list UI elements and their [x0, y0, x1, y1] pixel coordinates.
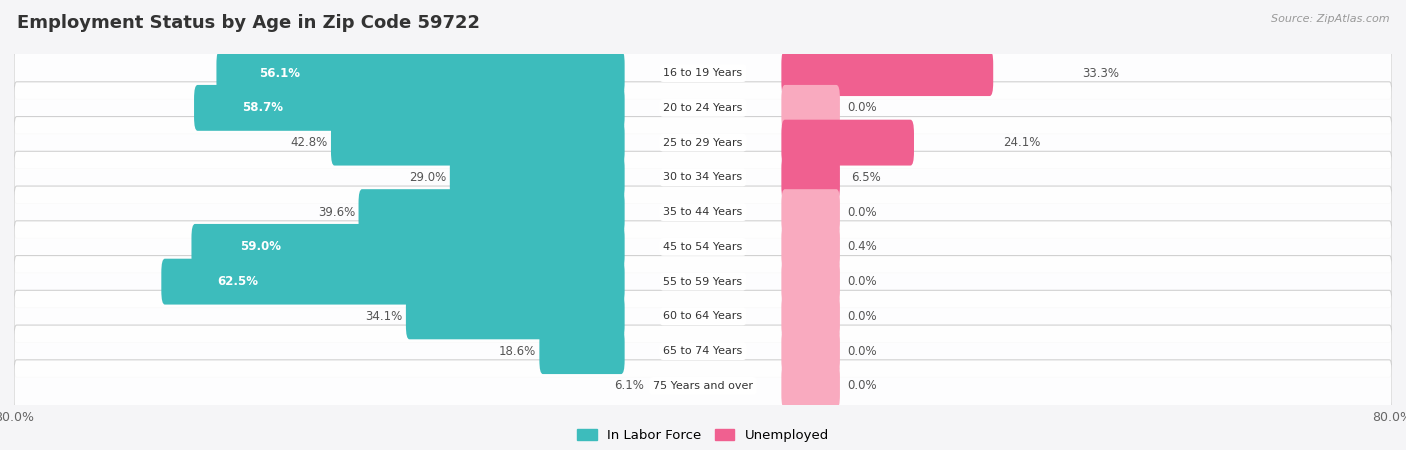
Text: 0.4%: 0.4%: [846, 240, 876, 253]
Text: 75 Years and over: 75 Years and over: [652, 381, 754, 391]
Text: 0.0%: 0.0%: [846, 275, 876, 288]
Text: 0.0%: 0.0%: [846, 345, 876, 358]
Text: 59.0%: 59.0%: [240, 240, 281, 253]
FancyBboxPatch shape: [14, 82, 1392, 134]
FancyBboxPatch shape: [782, 154, 839, 200]
FancyBboxPatch shape: [450, 154, 624, 200]
FancyBboxPatch shape: [14, 186, 1392, 238]
Text: 29.0%: 29.0%: [409, 171, 446, 184]
FancyBboxPatch shape: [14, 47, 1392, 99]
FancyBboxPatch shape: [782, 363, 839, 409]
FancyBboxPatch shape: [782, 224, 839, 270]
Text: 0.0%: 0.0%: [846, 101, 876, 114]
Text: 20 to 24 Years: 20 to 24 Years: [664, 103, 742, 113]
FancyBboxPatch shape: [782, 189, 839, 235]
FancyBboxPatch shape: [782, 328, 839, 374]
Text: 6.5%: 6.5%: [851, 171, 882, 184]
Text: 18.6%: 18.6%: [499, 345, 536, 358]
FancyBboxPatch shape: [14, 360, 1392, 412]
FancyBboxPatch shape: [782, 259, 839, 305]
FancyBboxPatch shape: [14, 117, 1392, 169]
Text: 24.1%: 24.1%: [1002, 136, 1040, 149]
Text: 33.3%: 33.3%: [1083, 67, 1119, 80]
FancyBboxPatch shape: [540, 328, 624, 374]
Text: 30 to 34 Years: 30 to 34 Years: [664, 172, 742, 182]
FancyBboxPatch shape: [406, 293, 624, 339]
Text: 0.0%: 0.0%: [846, 379, 876, 392]
Text: Source: ZipAtlas.com: Source: ZipAtlas.com: [1271, 14, 1389, 23]
FancyBboxPatch shape: [194, 85, 624, 131]
FancyBboxPatch shape: [191, 224, 624, 270]
Text: 34.1%: 34.1%: [366, 310, 402, 323]
FancyBboxPatch shape: [782, 50, 993, 96]
Text: 60 to 64 Years: 60 to 64 Years: [664, 311, 742, 321]
FancyBboxPatch shape: [14, 325, 1392, 377]
FancyBboxPatch shape: [14, 151, 1392, 203]
Text: 62.5%: 62.5%: [218, 275, 259, 288]
Text: 55 to 59 Years: 55 to 59 Years: [664, 277, 742, 287]
Text: Employment Status by Age in Zip Code 59722: Employment Status by Age in Zip Code 597…: [17, 14, 479, 32]
Text: 39.6%: 39.6%: [318, 206, 356, 219]
Text: 0.0%: 0.0%: [846, 310, 876, 323]
FancyBboxPatch shape: [217, 50, 624, 96]
FancyBboxPatch shape: [782, 293, 839, 339]
FancyBboxPatch shape: [14, 221, 1392, 273]
FancyBboxPatch shape: [162, 259, 624, 305]
Text: 0.0%: 0.0%: [846, 206, 876, 219]
Legend: In Labor Force, Unemployed: In Labor Force, Unemployed: [571, 424, 835, 448]
Text: 45 to 54 Years: 45 to 54 Years: [664, 242, 742, 252]
FancyBboxPatch shape: [359, 189, 624, 235]
Text: 65 to 74 Years: 65 to 74 Years: [664, 346, 742, 356]
Text: 25 to 29 Years: 25 to 29 Years: [664, 138, 742, 148]
FancyBboxPatch shape: [14, 256, 1392, 308]
Text: 16 to 19 Years: 16 to 19 Years: [664, 68, 742, 78]
Text: 58.7%: 58.7%: [242, 101, 283, 114]
FancyBboxPatch shape: [782, 120, 914, 166]
FancyBboxPatch shape: [330, 120, 624, 166]
Text: 42.8%: 42.8%: [290, 136, 328, 149]
FancyBboxPatch shape: [14, 290, 1392, 342]
Text: 35 to 44 Years: 35 to 44 Years: [664, 207, 742, 217]
Text: 6.1%: 6.1%: [613, 379, 644, 392]
FancyBboxPatch shape: [782, 85, 839, 131]
Text: 56.1%: 56.1%: [259, 67, 299, 80]
